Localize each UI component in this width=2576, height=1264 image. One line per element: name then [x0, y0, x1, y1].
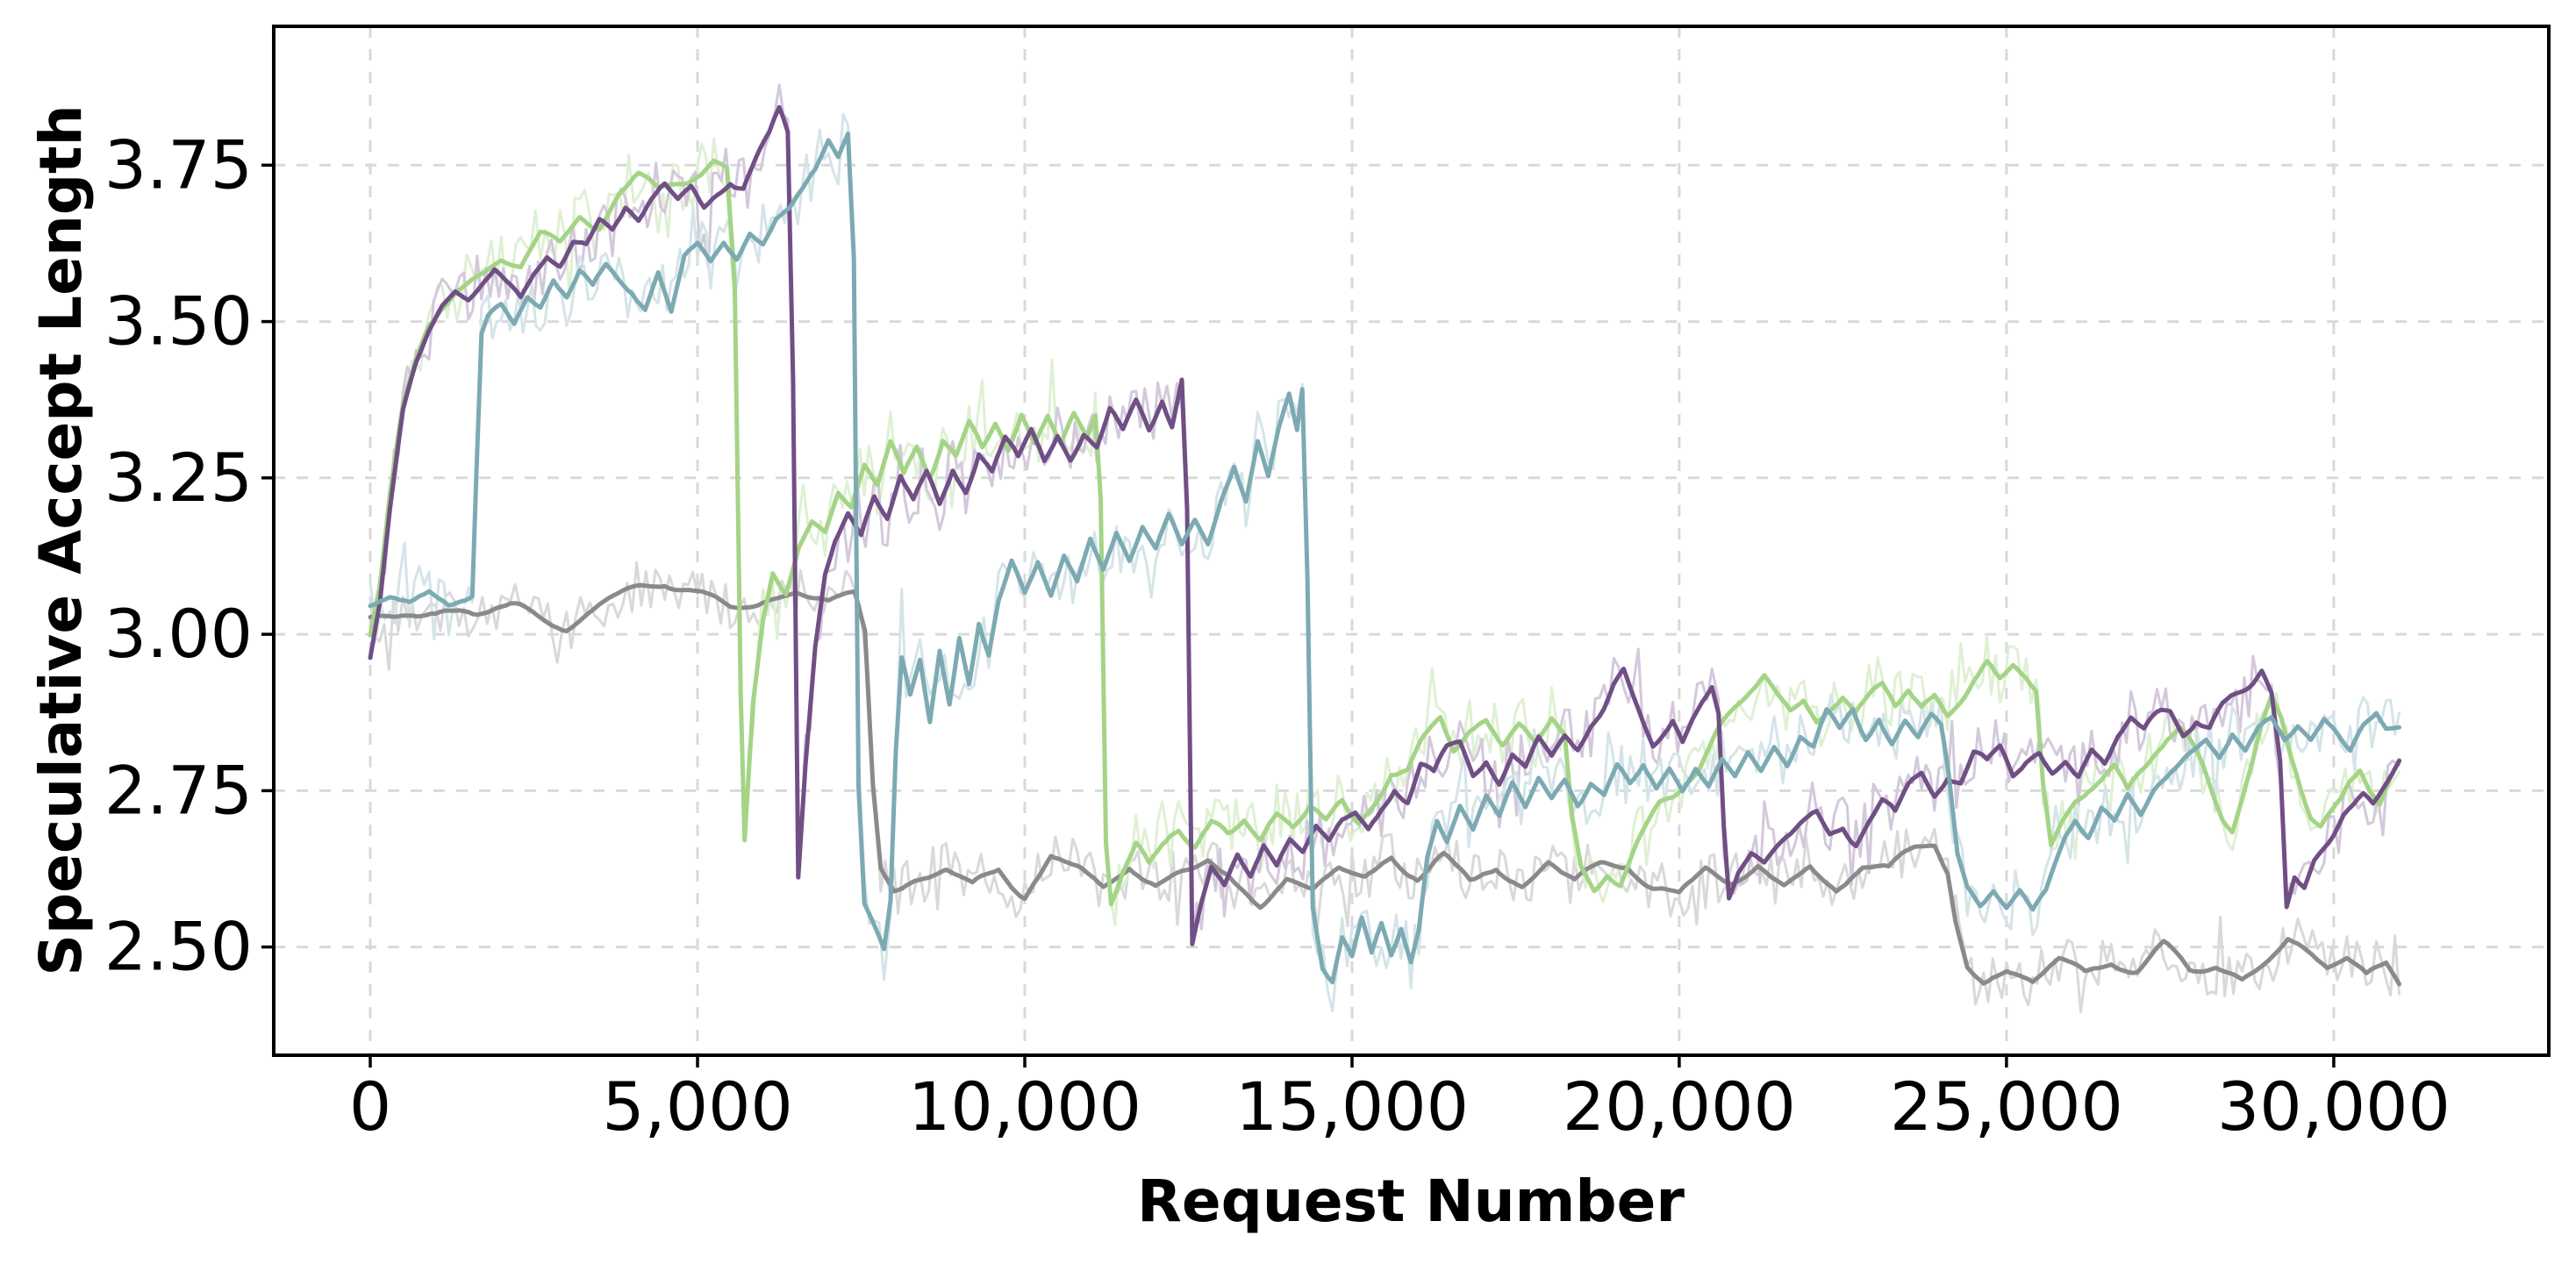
plot-border: [272, 25, 2551, 1057]
x-tick-label: 25,000: [1890, 1068, 2123, 1146]
x-tick-label: 30,000: [2217, 1068, 2451, 1146]
x-tick-label: 0: [349, 1068, 391, 1146]
series-green-smoothed-line: [368, 158, 2401, 907]
x-axis-title: Request Number: [1137, 1168, 1685, 1235]
series-purple-smoothed-line: [368, 104, 2401, 946]
x-tick-label: 5,000: [602, 1068, 793, 1146]
x-tick-label: 15,000: [1235, 1068, 1469, 1146]
series-smoothed-lines: [368, 104, 2401, 987]
y-tick-label: 3.50: [104, 282, 253, 361]
series-teal-smoothed-line: [368, 131, 2401, 985]
tick-labels: 0 5,000 10,000 15,000 20,000 25,000 30,000 2.50…: [104, 125, 2451, 1146]
series-gray-smoothed-line: [368, 582, 2401, 987]
y-tick-label: 3.75: [104, 125, 253, 204]
y-tick-label: 3.00: [104, 595, 253, 673]
x-tick-label: 10,000: [908, 1068, 1141, 1146]
y-tick-label: 2.75: [104, 751, 253, 829]
x-tick-label: 20,000: [1563, 1068, 1796, 1146]
y-axis-title: Speculative Accept Length: [27, 104, 95, 975]
tick-marks: [261, 163, 2336, 1068]
y-tick-label: 3.25: [104, 439, 253, 517]
y-tick-label: 2.50: [104, 908, 253, 986]
